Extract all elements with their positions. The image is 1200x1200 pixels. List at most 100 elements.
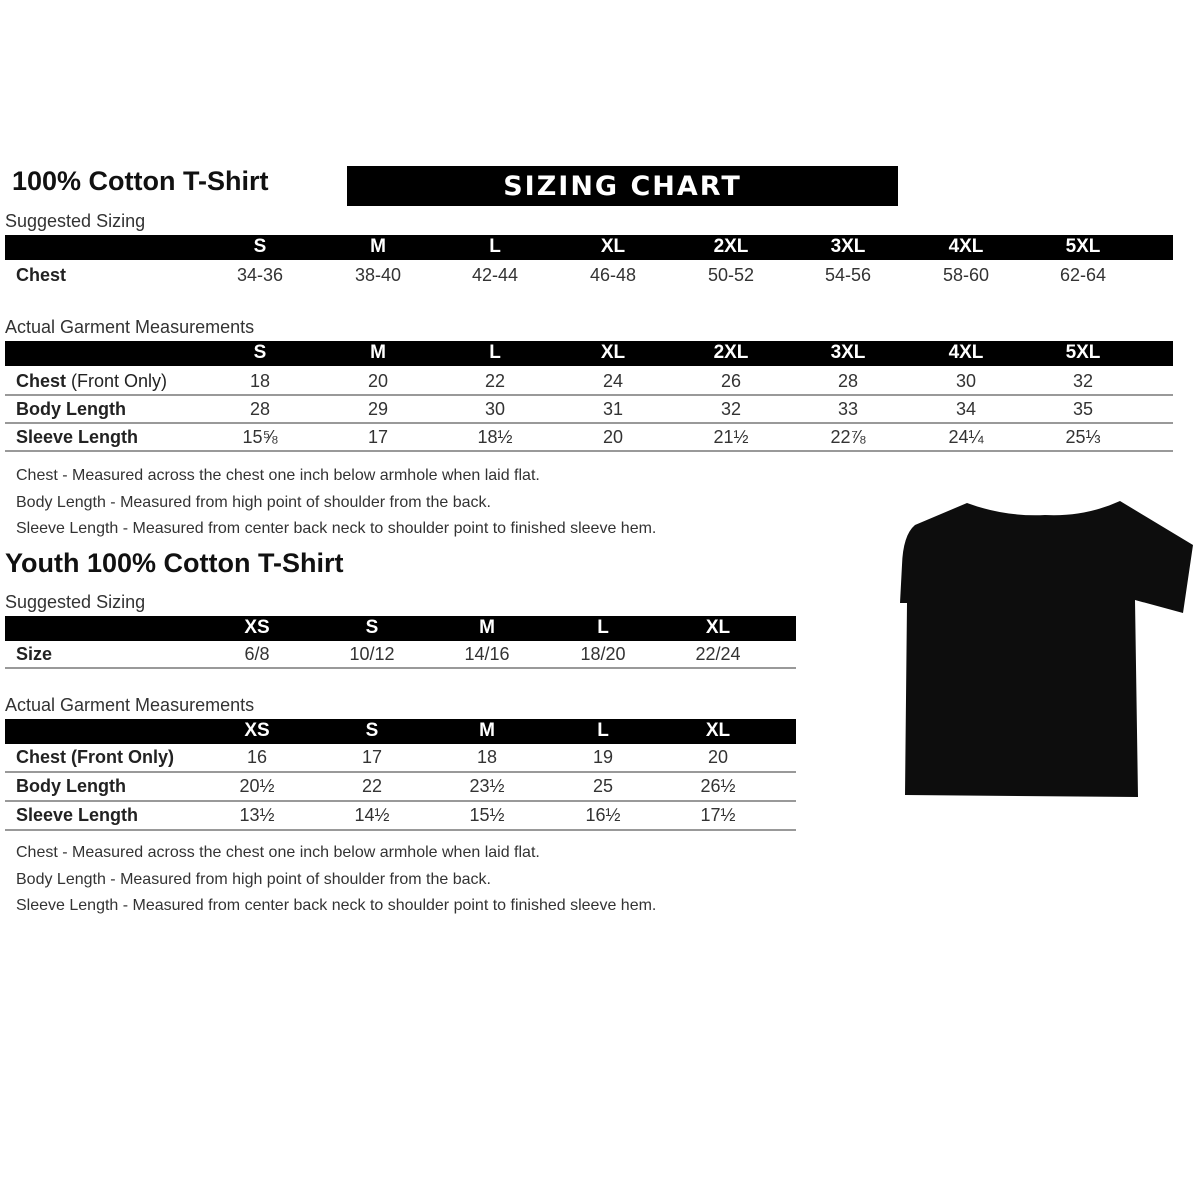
measurement-note: Sleeve Length - Measured from center bac… xyxy=(16,897,657,914)
measurement-note: Body Length - Measured from high point o… xyxy=(16,870,491,888)
table-cell: 14/16 xyxy=(464,644,510,664)
table-cell: 25⅓ xyxy=(1065,427,1101,447)
table-cell: 17½ xyxy=(700,805,736,825)
size-header: M xyxy=(370,342,386,363)
table-cell: 29 xyxy=(367,399,389,419)
table-row: Sleeve Length 13½ 14½ 15½ 16½ 17½ xyxy=(0,802,1200,830)
table-cell: 31 xyxy=(602,399,624,419)
table-cell: 34 xyxy=(955,399,977,419)
row-label: Body Length xyxy=(16,399,126,420)
size-header: S xyxy=(253,236,267,257)
row-label-suffix: (Front Only) xyxy=(66,371,168,391)
table-row: Chest (Front Only) 18 20 22 24 26 28 30 32 xyxy=(0,368,1200,396)
size-header-bar: XS S M L XL xyxy=(5,616,796,641)
size-header: 2XL xyxy=(713,236,749,257)
row-divider xyxy=(5,771,796,773)
row-divider xyxy=(5,394,1173,396)
size-header: L xyxy=(597,720,609,741)
table-cell: 33 xyxy=(837,399,859,419)
table-cell: 58-60 xyxy=(942,265,990,285)
table-cell: 24 xyxy=(602,371,624,391)
table-cell: 28 xyxy=(837,371,859,391)
row-label-text: Body Length xyxy=(16,399,126,419)
size-header: XL xyxy=(705,617,731,638)
table-cell: 16½ xyxy=(585,805,621,825)
adult-title: 100% Cotton T-Shirt xyxy=(12,166,269,196)
table-cell: 20 xyxy=(707,747,729,767)
table-cell: 17 xyxy=(361,747,383,767)
size-header: XS xyxy=(244,720,270,741)
table-cell: 46-48 xyxy=(589,265,637,285)
table-cell: 19 xyxy=(592,747,614,767)
table-cell: 18/20 xyxy=(580,644,626,664)
size-header: S xyxy=(253,342,267,363)
size-header: XL xyxy=(600,236,626,257)
table-row: Size 6/8 10/12 14/16 18/20 22/24 xyxy=(0,641,1200,669)
row-label-text: Size xyxy=(16,644,53,664)
size-header: L xyxy=(597,617,609,638)
table-cell: 15½ xyxy=(469,805,505,825)
table-cell: 18 xyxy=(249,371,271,391)
table-cell: 35 xyxy=(1072,399,1094,419)
row-label: Size xyxy=(16,644,52,665)
table-cell: 13½ xyxy=(239,805,275,825)
row-label: Sleeve Length xyxy=(16,805,138,826)
row-label-text: Chest (Front Only) xyxy=(16,747,174,767)
table-cell: 23½ xyxy=(469,776,505,796)
row-label: Body Length xyxy=(16,776,126,797)
row-label-text: Sleeve Length xyxy=(16,427,139,447)
size-header-bar: S M L XL 2XL 3XL 4XL 5XL xyxy=(5,341,1173,366)
table-cell: 22 xyxy=(361,776,383,796)
measurement-note: Chest - Measured across the chest one in… xyxy=(16,467,540,484)
row-divider xyxy=(5,450,1173,452)
table-cell: 28 xyxy=(249,399,271,419)
table-row: Chest (Front Only) 16 17 18 19 20 xyxy=(0,744,1200,772)
row-divider xyxy=(5,800,796,802)
table-cell: 26 xyxy=(720,371,742,391)
table-cell: 24¼ xyxy=(948,427,984,447)
table-row: Body Length 20½ 22 23½ 25 26½ xyxy=(0,773,1200,801)
table-cell: 14½ xyxy=(354,805,390,825)
size-header: 3XL xyxy=(830,236,866,257)
table-cell: 32 xyxy=(1072,371,1094,391)
size-header-bar: S M L XL 2XL 3XL 4XL 5XL xyxy=(5,235,1173,260)
size-header: XL xyxy=(705,720,731,741)
table-cell: 42-44 xyxy=(471,265,519,285)
table-cell: 6/8 xyxy=(244,644,270,664)
table-cell: 15⅝ xyxy=(242,427,278,447)
size-header-bar: XS S M L XL xyxy=(5,719,796,744)
measurement-note: Chest - Measured across the chest one in… xyxy=(16,844,540,861)
measurement-note: Sleeve Length - Measured from center bac… xyxy=(16,520,657,537)
row-label-text: Chest xyxy=(16,265,67,285)
table-cell: 18½ xyxy=(477,427,513,447)
row-divider xyxy=(5,422,1173,424)
size-header: XS xyxy=(244,617,270,638)
size-header: 2XL xyxy=(713,342,749,363)
size-header: 5XL xyxy=(1065,342,1101,363)
size-header: 4XL xyxy=(948,236,984,257)
size-header: 4XL xyxy=(948,342,984,363)
size-header: M xyxy=(370,236,386,257)
measurement-note: Body Length - Measured from high point o… xyxy=(16,493,491,511)
table-cell: 25 xyxy=(592,776,614,796)
table-cell: 10/12 xyxy=(349,644,395,664)
size-header: 3XL xyxy=(830,342,866,363)
table-row: Chest 34-36 38-40 42-44 46-48 50-52 54-56 58-60… xyxy=(0,262,1200,290)
adult-actual-label: Actual Garment Measurements xyxy=(5,317,255,337)
table-cell: 20 xyxy=(602,427,624,447)
table-cell: 21½ xyxy=(713,427,749,447)
table-row: Body Length 28 29 30 31 32 33 34 35 xyxy=(0,396,1200,424)
size-header: S xyxy=(365,617,379,638)
size-header: M xyxy=(479,720,495,741)
table-cell: 38-40 xyxy=(354,265,402,285)
table-cell: 22 xyxy=(484,371,506,391)
tshirt-image xyxy=(900,501,1193,797)
table-cell: 50-52 xyxy=(707,265,755,285)
table-cell: 30 xyxy=(484,399,506,419)
youth-actual-label: Actual Garment Measurements xyxy=(5,695,255,715)
row-label: Chest (Front Only) xyxy=(16,747,174,768)
size-header: M xyxy=(479,617,495,638)
table-cell: 62-64 xyxy=(1059,265,1107,285)
table-cell: 22⅞ xyxy=(830,427,866,447)
youth-suggested-label: Suggested Sizing xyxy=(5,592,146,612)
